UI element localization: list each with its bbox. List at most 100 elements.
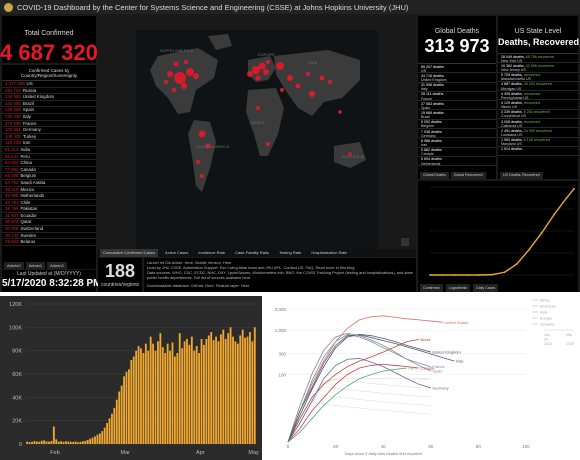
map-zoom-button[interactable] (401, 238, 409, 246)
tab-admin0[interactable]: Admin0 (4, 262, 24, 269)
deaths-row[interactable]: 9 052 deaths Belgium (418, 120, 496, 130)
state-deaths: 4 129 deaths, (501, 100, 524, 105)
country-row[interactable]: 241 080 Brazil (2, 101, 96, 108)
country-row[interactable]: 55 280 Belgium (2, 173, 96, 180)
tab-active-cases[interactable]: Active Cases (165, 250, 189, 255)
state-row[interactable]: 5 705 deaths, recovered Massachusetts US (498, 73, 578, 82)
country-row[interactable]: 91 314 India (2, 147, 96, 154)
tab-logarithmic[interactable]: Logarithmic (445, 284, 471, 292)
country-row[interactable]: 30 143 Sweden (2, 233, 96, 240)
tab-incidence-rate[interactable]: Incidence Rate (198, 250, 226, 255)
bar (69, 441, 72, 444)
country-row[interactable]: 88 541 Peru (2, 154, 96, 161)
state-row[interactable]: 10 362 deaths, 32 898 recovered New Jerse… (498, 63, 578, 73)
us-state-value: Deaths, Recovered (498, 37, 580, 47)
last-updated-label: Last Updated at (M/D/YYYY) (17, 271, 81, 277)
country-count: 120 198 (5, 140, 21, 146)
world-map[interactable]: NORTH AMERICA SOUTH AMERICA AFRICA ASIA … (98, 16, 416, 254)
tab-cumulative-confirmed[interactable]: Cumulative Confirmed Cases (100, 249, 159, 257)
confirmed-curve-panel (418, 181, 578, 284)
tab-global-deaths[interactable]: Global Deaths (420, 172, 449, 179)
country-name: United Kingdom (22, 94, 55, 100)
deaths-row[interactable]: 15 668 deaths Brazil (418, 110, 496, 120)
bar (157, 341, 159, 444)
country-row[interactable]: 244 995 United Kingdom (2, 94, 96, 101)
country-list[interactable]: 1 477 459 US 281 752 Russia 244 995 United Ki… (2, 81, 96, 246)
country-row[interactable]: 230 698 Spain (2, 107, 96, 114)
deaths-row[interactable]: 31 908 deaths Italy (418, 83, 496, 92)
line-y-tick: 100 (278, 372, 286, 377)
case-markers[interactable] (164, 60, 352, 178)
tab-daily-cases[interactable]: Daily Cases (473, 284, 499, 292)
state-row[interactable]: 28 049 deaths, 65 796 recovered New York … (498, 54, 578, 64)
us-state-list[interactable]: 28 049 deaths, 65 796 recovered New York … (498, 53, 578, 157)
state-row[interactable]: 4 129 deaths, recovered Illinois US (498, 100, 578, 110)
state-row[interactable]: 1 914 deaths, (498, 147, 578, 157)
country-row[interactable]: 120 198 Iran (2, 140, 96, 147)
country-row[interactable]: 225 435 Italy (2, 114, 96, 121)
bar (106, 423, 109, 444)
state-row[interactable]: 4 495 deaths, recovered Pennsylvania US (498, 91, 578, 101)
deaths-row[interactable]: 5 882 deaths Canada (418, 148, 496, 157)
country-row[interactable]: 30 305 Switzerland (2, 226, 96, 233)
state-row[interactable]: 2 491 deaths, 24 099 recovered Louisiana … (498, 128, 578, 138)
global-deaths-panel[interactable]: Global Deaths 313 973 89 207 deaths US 34… (418, 16, 496, 172)
state-row[interactable]: 4 887 deaths, 28 234 recovered Michigan U… (498, 82, 578, 92)
tab-us-deaths-recovered[interactable]: US Deaths, Recovered (500, 172, 543, 179)
deaths-row[interactable]: 5 694 deaths Netherlands (418, 157, 496, 167)
tab-testing-rate[interactable]: Testing Rate (279, 250, 302, 255)
country-list-panel[interactable]: Confirmed Cases by Country/Region/Sovere… (2, 65, 96, 262)
legend-label: Americas (540, 305, 556, 309)
deaths-country: Canada (421, 152, 434, 157)
curve-point (565, 197, 568, 199)
mini-axis-label: Jan (544, 333, 550, 337)
country-row[interactable]: 29 650 Belarus (2, 239, 96, 246)
country-row[interactable]: 77 002 Canada (2, 167, 96, 174)
total-confirmed-panel: Total Confirmed 4 687 320 (0, 16, 98, 65)
deaths-row[interactable]: 6 988 deaths Iran (418, 138, 496, 148)
deaths-count: 27 563 deaths (421, 101, 444, 106)
country-row[interactable]: 30 972 Qatar (2, 219, 96, 227)
country-row[interactable]: 281 752 Russia (2, 88, 96, 95)
state-row[interactable]: 3 339 deaths, 6 264 recovered Connecticut… (498, 110, 578, 120)
state-recovered: 5 108 recovered (523, 138, 550, 143)
bar (195, 346, 198, 444)
tab-admin2[interactable]: Admin2 (47, 262, 67, 269)
world-map-canvas[interactable]: NORTH AMERICA SOUTH AMERICA AFRICA ASIA … (98, 16, 416, 254)
country-row[interactable]: 31 467 Ecuador (2, 213, 96, 220)
bar (224, 339, 227, 444)
deaths-list[interactable]: 89 207 deaths US 34 716 deaths United Kin… (418, 63, 496, 167)
state-row[interactable]: 3 008 deaths, recovered California US (498, 119, 578, 129)
country-row[interactable]: 176 551 Germany (2, 127, 96, 134)
country-row[interactable]: 179 630 France (2, 121, 96, 128)
tab-admin1[interactable]: Admin1 (25, 262, 46, 269)
bar (132, 356, 135, 444)
map-labels: NORTH AMERICA SOUTH AMERICA AFRICA ASIA … (160, 48, 365, 159)
bar (91, 437, 94, 444)
country-row[interactable]: 49 219 Mexico (2, 187, 96, 194)
country-row[interactable]: 43 995 Netherlands (2, 193, 96, 200)
country-row[interactable]: 38 799 Pakistan (2, 206, 96, 213)
deaths-row[interactable]: 27 563 deaths Spain (418, 101, 496, 111)
country-row[interactable]: 149 435 Turkey (2, 134, 96, 141)
tab-case-fatality[interactable]: Case-Fatality Ratio (235, 250, 270, 255)
us-state-panel[interactable]: US State Level Deaths, Recovered 28 049 … (498, 16, 580, 172)
deaths-row[interactable]: 34 716 deaths United Kingdom (418, 73, 496, 83)
bar (178, 333, 181, 444)
tab-confirmed[interactable]: Confirmed (420, 284, 443, 292)
country-list-header: Confirmed Cases by Country/Region/Sovere… (2, 65, 96, 81)
deaths-row[interactable]: 89 207 deaths US (418, 64, 496, 74)
tab-global-recovered[interactable]: Global Recovered (450, 172, 486, 179)
svg-text:AUSTRALIA: AUSTRALIA (342, 154, 365, 159)
country-row[interactable]: 84 054 China (2, 160, 96, 167)
confirmed-curve-chart (429, 186, 575, 276)
tab-hospitalization-rate[interactable]: Hospitalization Rate (311, 250, 347, 255)
deaths-count: 34 716 deaths (421, 73, 444, 78)
deaths-row[interactable]: 28 111 deaths France (418, 92, 496, 102)
state-row[interactable]: 1 992 deaths, 5 108 recovered Maryland US (498, 138, 578, 147)
country-count: 230 698 (5, 107, 21, 113)
deaths-row[interactable]: 7 938 deaths Germany (418, 129, 496, 139)
country-row[interactable]: 43 781 Chile (2, 200, 96, 207)
country-row[interactable]: 1 477 459 US (2, 81, 96, 88)
country-row[interactable]: 54 752 Saudi Arabia (2, 180, 96, 187)
